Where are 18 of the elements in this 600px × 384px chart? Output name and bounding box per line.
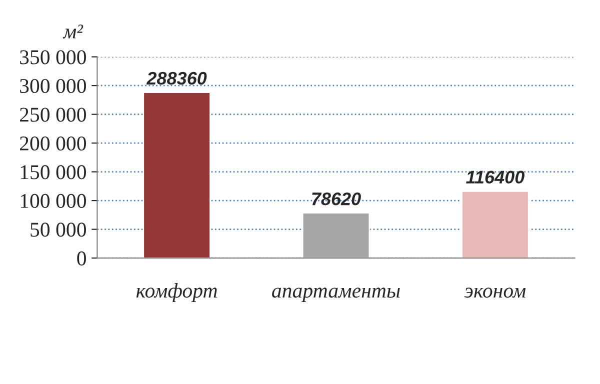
- data-label: 116400: [466, 170, 524, 184]
- y-tick-label: 150 000: [20, 165, 86, 180]
- y-tick-label: 300 000: [20, 78, 86, 94]
- data-label: 288360: [146, 72, 207, 85]
- data-label: 78620: [312, 192, 361, 206]
- y-tick-label: 200 000: [20, 136, 86, 150]
- bar: [302, 212, 370, 258]
- y-tick-label: 350 000: [20, 50, 86, 64]
- x-tick-label: апартаменты: [272, 288, 400, 302]
- x-tick-label: комфорт: [136, 283, 217, 302]
- y-tick-label: 50 000: [30, 222, 86, 237]
- bar: [142, 92, 211, 258]
- bar: [461, 190, 530, 258]
- y-tick-label: 100 000: [20, 194, 86, 208]
- y-axis-title: м²: [62, 24, 84, 39]
- y-tick-label: 250 000: [20, 108, 86, 122]
- x-tick-label: эконом: [464, 288, 526, 298]
- y-tick-label: 0: [77, 251, 86, 266]
